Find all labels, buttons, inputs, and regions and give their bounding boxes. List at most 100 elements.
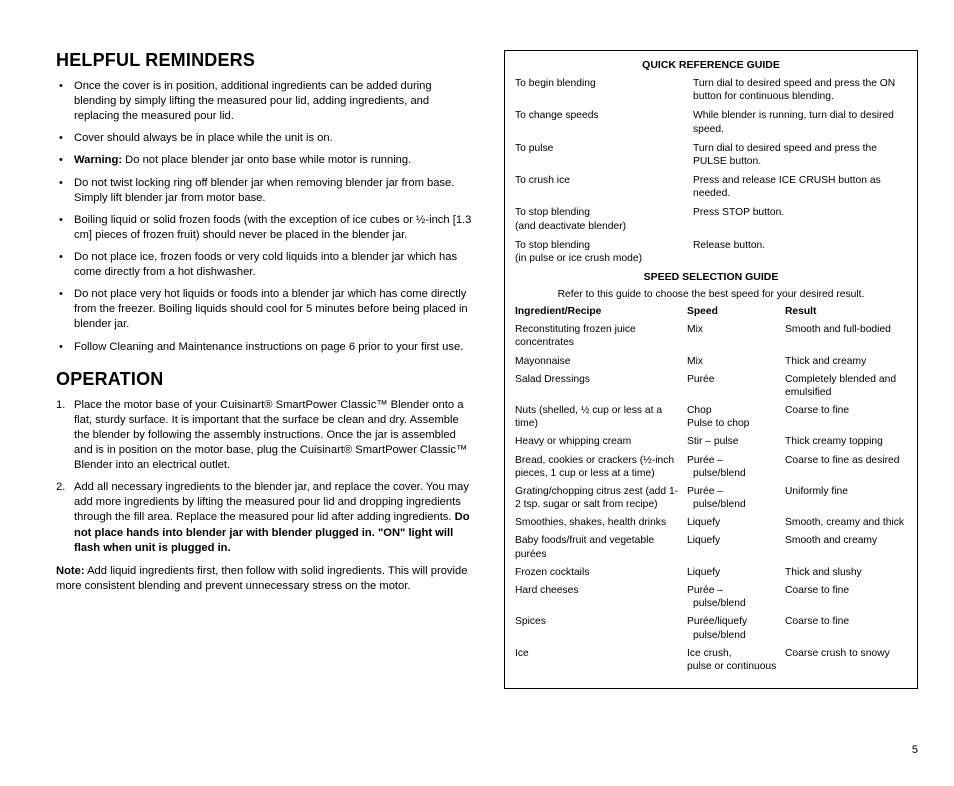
speed-result: Completely blended and emulsified: [785, 373, 907, 399]
speed-ingredient: Salad Dressings: [515, 373, 687, 399]
quick-reference-rows: To begin blendingTurn dial to desired sp…: [515, 77, 907, 265]
reminder-text: Do not place ice, frozen foods or very c…: [74, 251, 457, 278]
speed-setting: Ice crush,pulse or continuous: [687, 647, 785, 673]
header-result: Result: [785, 305, 907, 318]
document-page: HELPFUL REMINDERS Once the cover is in p…: [0, 0, 954, 709]
reminder-item: Once the cover is in position, additiona…: [56, 79, 476, 124]
speed-result: Coarse to fine: [785, 404, 907, 430]
speed-row: Bread, cookies or crackers (½-inch piece…: [515, 454, 907, 480]
left-column: HELPFUL REMINDERS Once the cover is in p…: [56, 50, 476, 689]
step-text: Add all necessary ingredients to the ble…: [74, 481, 469, 523]
speed-setting-sub: pulse or continuous: [687, 660, 779, 673]
operation-note: Note: Add liquid ingredients first, then…: [56, 564, 476, 594]
qref-instruction: Press STOP button.: [693, 206, 907, 232]
speed-setting: Mix: [687, 355, 785, 368]
speed-ingredient: Reconstituting frozen juice concentrates: [515, 323, 687, 349]
speed-row: Baby foods/fruit and vegetable puréesLiq…: [515, 534, 907, 560]
speed-setting: Purée: [687, 373, 785, 399]
qref-action: To stop blending(and deactivate blender): [515, 206, 693, 232]
speed-setting: Liquefy: [687, 534, 785, 560]
speed-setting: Purée/liquefypulse/blend: [687, 615, 785, 641]
qref-action: To change speeds: [515, 109, 693, 135]
speed-row: MayonnaiseMixThick and creamy: [515, 355, 907, 368]
speed-row: Grating/chopping citrus zest (add 1-2 ts…: [515, 485, 907, 511]
speed-setting: Liquefy: [687, 566, 785, 579]
reminder-item: Do not place very hot liquids or foods i…: [56, 287, 476, 332]
qref-action-sub: (and deactivate blender): [515, 220, 687, 233]
reminder-item: Follow Cleaning and Maintenance instruct…: [56, 340, 476, 355]
speed-ingredient: Ice: [515, 647, 687, 673]
qref-instruction: Turn dial to desired speed and press the…: [693, 77, 907, 103]
reference-guide-box: QUICK REFERENCE GUIDE To begin blendingT…: [504, 50, 918, 689]
qref-row: To stop blending(in pulse or ice crush m…: [515, 239, 907, 265]
speed-result: Coarse to fine: [785, 615, 907, 641]
speed-result: Smooth and full-bodied: [785, 323, 907, 349]
header-speed: Speed: [687, 305, 785, 318]
qref-action: To stop blending(in pulse or ice crush m…: [515, 239, 693, 265]
qref-action-sub: (in pulse or ice crush mode): [515, 252, 687, 265]
operation-step: Add all necessary ingredients to the ble…: [56, 480, 476, 556]
speed-guide-header: Ingredient/Recipe Speed Result: [515, 305, 907, 318]
speed-setting: Purée –pulse/blend: [687, 485, 785, 511]
speed-setting: Stir – pulse: [687, 435, 785, 448]
reminder-text: Cover should always be in place while th…: [74, 132, 333, 144]
speed-row: Hard cheesesPurée –pulse/blendCoarse to …: [515, 584, 907, 610]
speed-row: Nuts (shelled, ½ cup or less at a time)C…: [515, 404, 907, 430]
helpful-reminders-title: HELPFUL REMINDERS: [56, 50, 476, 71]
speed-row: Salad DressingsPuréeCompletely blended a…: [515, 373, 907, 399]
speed-setting-sub: pulse/blend: [687, 629, 746, 642]
speed-result: Coarse crush to snowy: [785, 647, 907, 673]
speed-result: Thick and creamy: [785, 355, 907, 368]
qref-instruction: Release button.: [693, 239, 907, 265]
operation-title: OPERATION: [56, 369, 476, 390]
qref-action: To crush ice: [515, 174, 693, 200]
speed-result: Smooth, creamy and thick: [785, 516, 907, 529]
speed-setting: Mix: [687, 323, 785, 349]
speed-setting-sub: pulse/blend: [687, 498, 746, 511]
qref-row: To stop blending(and deactivate blender)…: [515, 206, 907, 232]
note-text: Add liquid ingredients first, then follo…: [56, 565, 467, 592]
quick-reference-title: QUICK REFERENCE GUIDE: [515, 59, 907, 71]
step-text: Place the motor base of your Cuisinart® …: [74, 399, 467, 471]
speed-setting: Purée –pulse/blend: [687, 454, 785, 480]
reminder-text: Follow Cleaning and Maintenance instruct…: [74, 341, 463, 353]
operation-steps: Place the motor base of your Cuisinart® …: [56, 398, 476, 556]
reminder-item: Do not place ice, frozen foods or very c…: [56, 250, 476, 280]
qref-action: To begin blending: [515, 77, 693, 103]
speed-setting-sub: pulse/blend: [687, 597, 746, 610]
speed-ingredient: Baby foods/fruit and vegetable purées: [515, 534, 687, 560]
right-column: QUICK REFERENCE GUIDE To begin blendingT…: [504, 50, 918, 689]
speed-result: Coarse to fine: [785, 584, 907, 610]
speed-row: Frozen cocktailsLiquefyThick and slushy: [515, 566, 907, 579]
speed-row: IceIce crush,pulse or continuousCoarse c…: [515, 647, 907, 673]
qref-action: To pulse: [515, 142, 693, 168]
speed-ingredient: Frozen cocktails: [515, 566, 687, 579]
header-ingredient: Ingredient/Recipe: [515, 305, 687, 318]
speed-guide-intro: Refer to this guide to choose the best s…: [515, 289, 907, 300]
speed-result: Thick and slushy: [785, 566, 907, 579]
reminder-text: Do not place very hot liquids or foods i…: [74, 288, 468, 330]
speed-setting: Liquefy: [687, 516, 785, 529]
qref-instruction: Turn dial to desired speed and press the…: [693, 142, 907, 168]
reminder-text: Once the cover is in position, additiona…: [74, 80, 432, 122]
operation-step: Place the motor base of your Cuisinart® …: [56, 398, 476, 474]
qref-row: To pulseTurn dial to desired speed and p…: [515, 142, 907, 168]
speed-row: SpicesPurée/liquefypulse/blendCoarse to …: [515, 615, 907, 641]
qref-instruction: Press and release ICE CRUSH button as ne…: [693, 174, 907, 200]
speed-row: Smoothies, shakes, health drinksLiquefyS…: [515, 516, 907, 529]
qref-instruction: While blender is running, turn dial to d…: [693, 109, 907, 135]
reminder-bold: Warning:: [74, 154, 122, 166]
reminder-item: Boiling liquid or solid frozen foods (wi…: [56, 213, 476, 243]
page-number: 5: [912, 744, 918, 756]
speed-result: Uniformly fine: [785, 485, 907, 511]
reminder-item: Do not twist locking ring off blender ja…: [56, 176, 476, 206]
reminder-item: Cover should always be in place while th…: [56, 131, 476, 146]
qref-row: To change speedsWhile blender is running…: [515, 109, 907, 135]
reminder-text: Do not place blender jar onto base while…: [122, 154, 411, 166]
speed-setting-sub: Pulse to chop: [687, 417, 779, 430]
speed-ingredient: Grating/chopping citrus zest (add 1-2 ts…: [515, 485, 687, 511]
qref-row: To crush icePress and release ICE CRUSH …: [515, 174, 907, 200]
speed-setting-sub: pulse/blend: [687, 467, 746, 480]
speed-result: Thick creamy topping: [785, 435, 907, 448]
speed-setting: Purée –pulse/blend: [687, 584, 785, 610]
